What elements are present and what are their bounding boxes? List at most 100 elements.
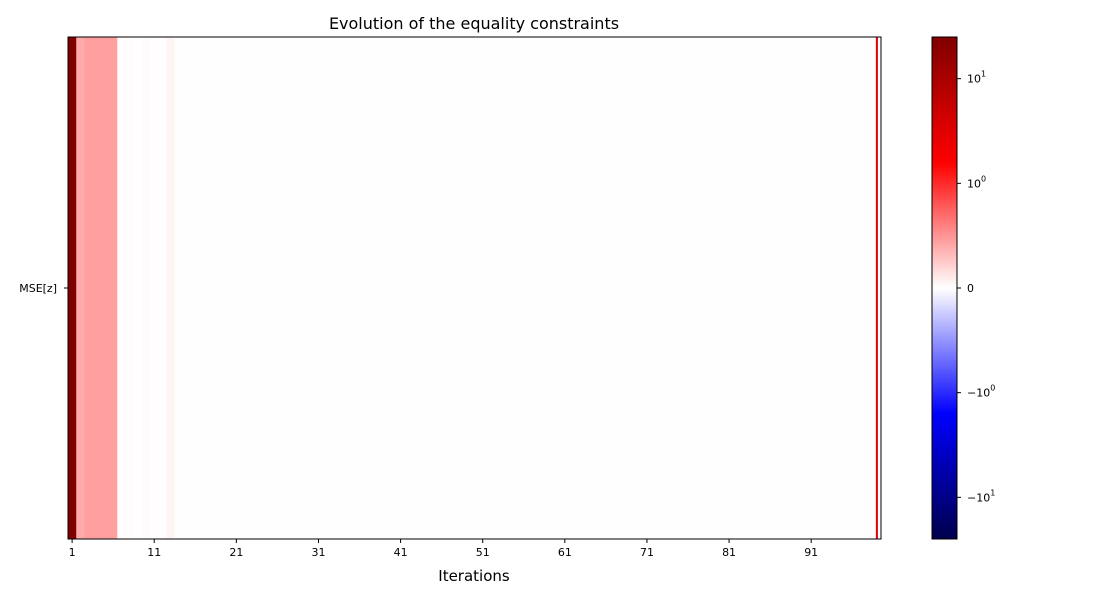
heatmap-cell [265,37,274,539]
heatmap-cell [306,37,315,539]
heatmap-cell [84,37,94,539]
heatmap-cell [215,37,225,539]
heatmap-cell [462,37,471,539]
heatmap-cell [659,37,668,539]
heatmap-cell [527,37,537,539]
heatmap-cell [560,37,570,539]
x-tick-label: 91 [804,546,818,559]
heatmap-cell [839,37,849,539]
heatmap-cell [610,37,619,539]
heatmap-cell [174,37,184,539]
heatmap-cell [618,37,627,539]
x-tick-label: 51 [476,546,490,559]
heatmap-cell [519,37,529,539]
heatmap-cell [511,37,521,539]
heatmap-cell [478,37,488,539]
colorbar-tick-label: 101 [967,70,986,86]
heatmap-cell [642,37,652,539]
colorbar-tick-label: −100 [967,384,995,400]
heatmap-cell [848,37,857,539]
heatmap-cell [240,37,250,539]
heatmap-cell [412,37,422,539]
heatmap-cell [322,37,332,539]
heatmap-cell [109,37,118,539]
heatmap-cell [634,37,644,539]
heatmap-cell [437,37,447,539]
heatmap-cell [232,37,241,539]
heatmap-cell [766,37,775,539]
heatmap-cell [495,37,504,539]
heatmap-cell [133,37,143,539]
x-tick-label: 61 [558,546,572,559]
heatmap-cell [445,37,455,539]
x-tick-label: 1 [69,546,76,559]
heatmap-cell [363,37,373,539]
x-tick-label: 41 [394,546,408,559]
x-tick-label: 21 [229,546,243,559]
heatmap-cell [667,37,677,539]
heatmap-cell [330,37,340,539]
heatmap-cell [182,37,192,539]
heatmap-cell [339,37,348,539]
heatmap-cell [224,37,233,539]
heatmap-cell [708,37,718,539]
heatmap-cell [692,37,701,539]
heatmap-cell [355,37,365,539]
heatmap-cell [536,37,545,539]
heatmap-cell [593,37,603,539]
colorbar [931,36,958,540]
heatmap-cell [552,37,562,539]
heatmap-cell [380,37,389,539]
chart-title: Evolution of the equality constraints [329,14,619,33]
heatmap-cell [741,37,750,539]
heatmap-cell [503,37,512,539]
x-axis-ticks: 1 11 21 31 41 51 61 71 81 91 [69,539,818,559]
heatmap-cell [724,37,734,539]
heatmap-cell [585,37,594,539]
heatmap-cell [388,37,397,539]
heatmap-cell [568,37,578,539]
x-tick-label: 31 [311,546,325,559]
heatmap-cell [815,37,824,539]
heatmap-cell [347,37,356,539]
heatmap-cell [141,37,151,539]
x-axis-label: Iterations [438,567,510,585]
heatmap-cell [823,37,833,539]
heatmap-cell [577,37,586,539]
heatmap-cell [92,37,102,539]
heatmap-cell [453,37,463,539]
heatmap-cell [626,37,636,539]
heatmap-cells [68,37,882,539]
x-tick-label: 11 [147,546,161,559]
heatmap-cell [207,37,217,539]
heatmap-cell [675,37,685,539]
heatmap-cell [716,37,726,539]
heatmap-cell [404,37,414,539]
heatmap-cell [256,37,266,539]
heatmap-cell [683,37,693,539]
colorbar-tick-label: −101 [967,488,995,504]
heatmap-cell [700,37,709,539]
heatmap-cell [281,37,291,539]
heatmap-cell [396,37,406,539]
heatmap-cell [790,37,800,539]
colorbar-tick-label: 100 [967,174,986,190]
heatmap-cell [421,37,430,539]
heatmap-cell [651,37,660,539]
heatmap-cell [757,37,767,539]
heatmap-cell [273,37,282,539]
y-axis-ticks: MSE[z] [19,282,68,295]
heatmap-cell [117,37,126,539]
heatmap-cell [297,37,307,539]
heatmap-cell [314,37,323,539]
heatmap-cell [158,37,167,539]
heatmap-cell [191,37,200,539]
heatmap-cell [199,37,208,539]
heatmap-cell [470,37,479,539]
x-tick-label: 71 [640,546,654,559]
heatmap-cell [798,37,808,539]
heatmap-cell [125,37,135,539]
y-tick-label: MSE[z] [19,282,57,295]
heatmap-cell [68,37,77,539]
heatmap-cell [601,37,611,539]
